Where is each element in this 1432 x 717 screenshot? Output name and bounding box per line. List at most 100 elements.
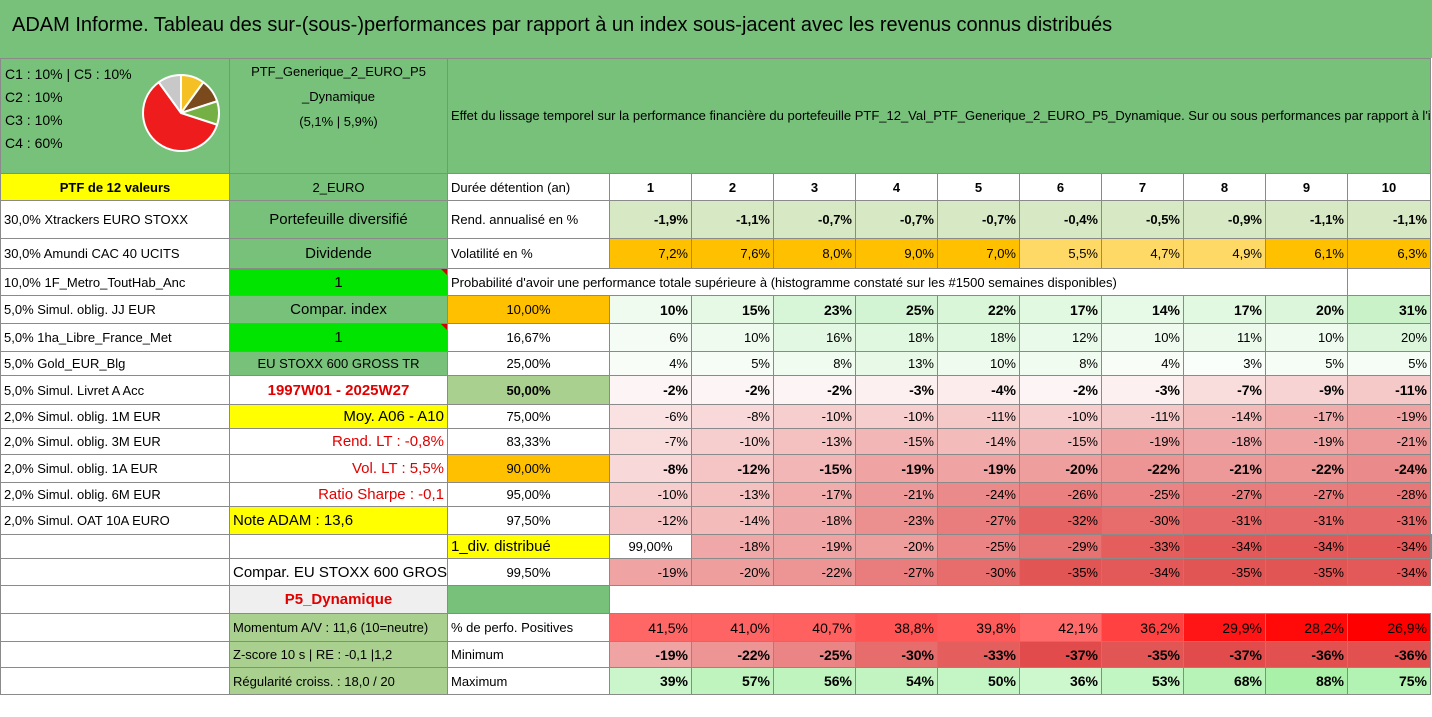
probability-value: -30%: [1101, 506, 1184, 535]
probability-value: -18%: [691, 534, 774, 559]
probability-value: -35%: [1019, 558, 1102, 586]
probability-value: 10%: [937, 351, 1020, 376]
probability-value: 5%: [1346, 351, 1432, 376]
div-label: 1_div. distribué: [447, 534, 610, 559]
rend-value: -0,7%: [937, 200, 1020, 239]
table-row: 2,0% Simul. oblig. 3M EUR Rend. LT : -0,8…: [0, 428, 1432, 455]
empty-cell: [0, 534, 230, 559]
probability-value: -2%: [773, 375, 856, 405]
holding-item: 2,0% Simul. oblig. 3M EUR: [0, 428, 230, 455]
page-title: ADAM Informe. Tableau des sur-(sous-)per…: [0, 0, 1432, 58]
probability-value: -22%: [1265, 454, 1348, 483]
maximum-value: 39%: [609, 667, 692, 695]
probability-value: -2%: [1019, 375, 1102, 405]
probability-value: -10%: [609, 482, 692, 507]
probability-value: 4%: [1101, 351, 1184, 376]
maximum-value: 36%: [1019, 667, 1102, 695]
table-row: 2,0% Simul. oblig. 6M EUR Ratio Sharpe : …: [0, 482, 1432, 507]
probability-threshold: 50,00%: [447, 375, 610, 405]
probability-threshold: 95,00%: [447, 482, 610, 507]
probability-value: -34%: [1346, 558, 1432, 586]
holding-item: 5,0% Simul. oblig. JJ EUR: [0, 295, 230, 324]
table-row: 5,0% Simul. oblig. JJ EUR Compar. index 10…: [0, 295, 1432, 324]
probability-value: 18%: [855, 323, 938, 352]
empty-cell: [0, 667, 230, 695]
positives-label: % de perfo. Positives: [447, 613, 610, 642]
year-header: 1: [609, 173, 692, 201]
probability-value: -25%: [1101, 482, 1184, 507]
rend-value: -1,1%: [691, 200, 774, 239]
minimum-value: -36%: [1346, 641, 1432, 668]
probability-value: -8%: [691, 404, 774, 429]
probability-value: 20%: [1346, 323, 1432, 352]
probability-value: -19%: [937, 454, 1020, 483]
year-header: 4: [855, 173, 938, 201]
holding-item: 2,0% Simul. oblig. 6M EUR: [0, 482, 230, 507]
minimum-label: Minimum: [447, 641, 610, 668]
probability-threshold: 16,67%: [447, 323, 610, 352]
pie-slice-c4: [142, 80, 219, 152]
table-row: 5,0% 1ha_Libre_France_Met 1 16,67% 6% 10% 16%…: [0, 323, 1432, 352]
allocation-line: C4 : 60%: [5, 135, 63, 151]
table-row: 10,0% 1F_Metro_ToutHab_Anc 1 Probabilité d…: [0, 268, 1432, 296]
probability-value: -34%: [1101, 558, 1184, 586]
vol-value: 5,5%: [1019, 238, 1102, 269]
probability-value: -27%: [1265, 482, 1348, 507]
probability-value: -3%: [1101, 375, 1184, 405]
probability-value: -14%: [937, 428, 1020, 455]
probability-threshold: 10,00%: [447, 295, 610, 324]
index-name: EU STOXX 600 GROSS TR: [229, 351, 448, 376]
holding-item: 30,0% Amundi CAC 40 UCITS: [0, 238, 230, 269]
probability-value: -29%: [1019, 534, 1102, 559]
probability-value: -31%: [1265, 506, 1348, 535]
probability-value: -2%: [691, 375, 774, 405]
probability-value: 15%: [691, 295, 774, 324]
regularite-label: Régularité croiss. : 18,0 / 20: [229, 667, 448, 695]
probability-value: -23%: [855, 506, 938, 535]
probability-value: 8%: [1019, 351, 1102, 376]
positives-value: 38,8%: [855, 613, 938, 642]
probability-value: 5%: [691, 351, 774, 376]
vol-value: 4,9%: [1183, 238, 1266, 269]
momentum-label: Momentum A/V : 11,6 (10=neutre): [229, 613, 448, 642]
table-row: 2,0% Simul. oblig. 1A EUR Vol. LT : 5,5% 9…: [0, 454, 1432, 483]
probability-value: -22%: [1101, 454, 1184, 483]
probability-value: 5%: [1265, 351, 1348, 376]
probability-value: -4%: [937, 375, 1020, 405]
vol-value: 9,0%: [855, 238, 938, 269]
table-row: 1_div. distribué 99,00% -18% -19% -20% -25% -2…: [0, 534, 1432, 559]
probability-value: -10%: [1019, 404, 1102, 429]
holding-item: [229, 534, 448, 559]
probability-value: 17%: [1183, 295, 1266, 324]
maximum-value: 57%: [691, 667, 774, 695]
probability-value: -27%: [1183, 482, 1266, 507]
positives-value: 41,0%: [691, 613, 774, 642]
vol-value: 6,3%: [1346, 238, 1432, 269]
maximum-value: 88%: [1265, 667, 1348, 695]
empty-cell: [1346, 268, 1432, 296]
holding-item: 2,0% Simul. OAT 10A EURO: [0, 506, 230, 535]
minimum-value: -33%: [937, 641, 1020, 668]
probability-value: -28%: [1346, 482, 1432, 507]
probability-title: Probabilité d'avoir une performance tota…: [447, 268, 1348, 296]
holding-item: 30,0% Xtrackers EURO STOXX: [0, 200, 230, 239]
probability-value: -27%: [855, 558, 938, 586]
positives-value: 39,8%: [937, 613, 1020, 642]
probability-value: 20%: [1265, 295, 1348, 324]
probability-value: 25%: [855, 295, 938, 324]
probability-value: -19%: [1346, 404, 1432, 429]
table-row: 5,0% Gold_EUR_Blg EU STOXX 600 GROSS TR 25…: [0, 351, 1432, 376]
period-label: 1997W01 - 2025W27: [229, 375, 448, 405]
probability-threshold: 90,00%: [447, 454, 610, 483]
portfolio-returns: (5,1% | 5,9%): [299, 114, 378, 129]
minimum-value: -25%: [773, 641, 856, 668]
table-row: 2,0% Simul. OAT 10A EURO Note ADAM : 13,6…: [0, 506, 1432, 535]
probability-value: -20%: [691, 558, 774, 586]
vol-value: 4,7%: [1101, 238, 1184, 269]
probability-value: -21%: [1346, 428, 1432, 455]
probability-value: -6%: [609, 404, 692, 429]
probability-value: 10%: [609, 295, 692, 324]
year-header: 3: [773, 173, 856, 201]
minimum-value: -35%: [1101, 641, 1184, 668]
probability-threshold: 97,50%: [447, 506, 610, 535]
